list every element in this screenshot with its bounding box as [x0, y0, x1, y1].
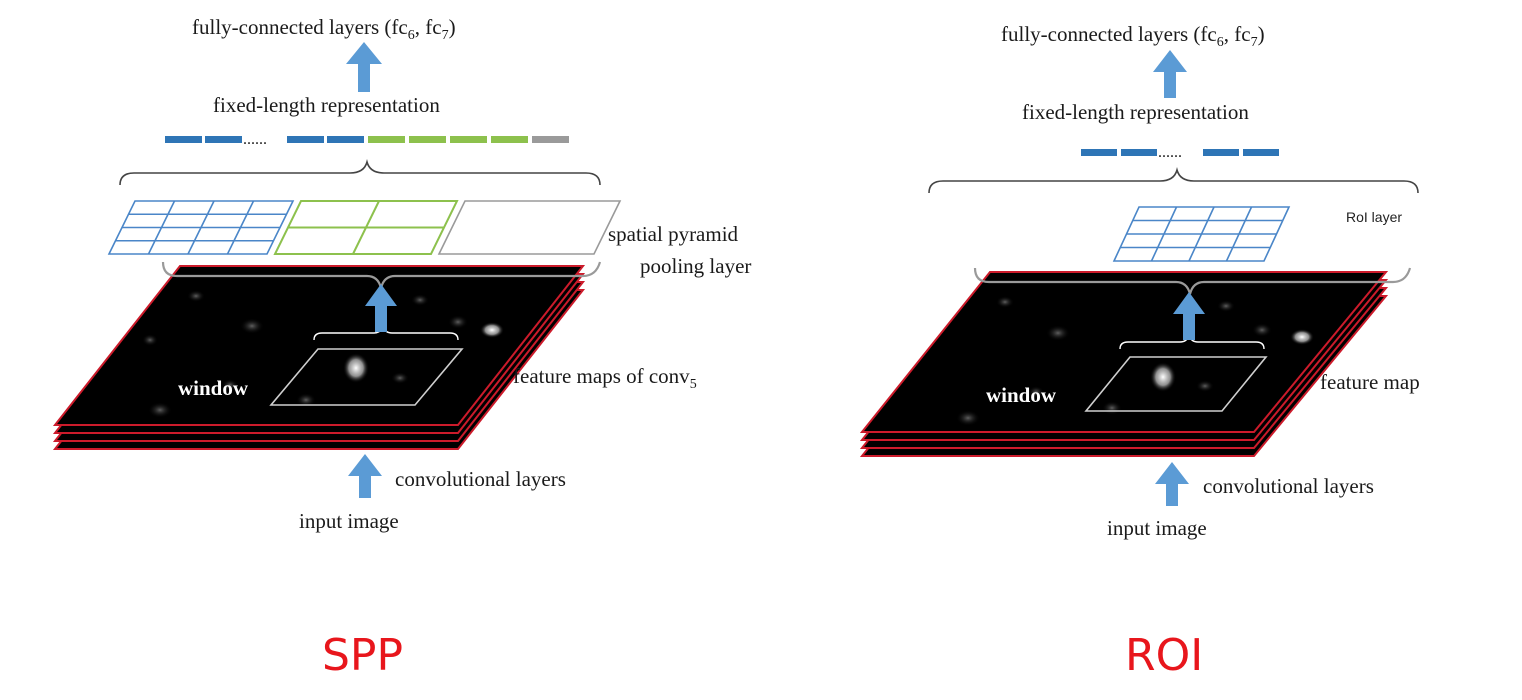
spp-fc-label: fully-connected layers (fc6, fc7) — [192, 15, 456, 43]
spp-feature-maps-label: feature maps of conv5 — [513, 364, 697, 392]
vector-ellipsis: ...... — [1158, 144, 1182, 161]
vector-cell — [368, 136, 405, 143]
spp-feature-map-stack — [52, 265, 586, 450]
vector-cell — [205, 136, 242, 143]
spp-grid-4x4 — [107, 200, 295, 255]
spp-top-feature-map — [52, 265, 586, 426]
roi-top-brace — [928, 166, 1419, 194]
vector-cell — [1243, 149, 1279, 156]
roi-panel: fully-connected layers (fc6, fc7) fixed-… — [859, 22, 1420, 681]
roi-grid-4x4 — [1112, 206, 1291, 262]
vector-cell — [491, 136, 528, 143]
vector-cell — [450, 136, 487, 143]
spp-top-brace — [119, 158, 601, 186]
spp-arrow-input-icon — [348, 454, 382, 498]
spp-caption: SPP — [322, 630, 403, 681]
roi-feature-map-stack — [859, 271, 1389, 457]
vector-cell — [1081, 149, 1117, 156]
roi-input-image-label: input image — [1107, 516, 1207, 540]
spp-grid-2x2 — [273, 200, 459, 255]
roi-conv-layers-label: convolutional layers — [1203, 474, 1374, 498]
spp-pooling-label-line2: pooling layer — [640, 254, 751, 278]
spp-pooling-label-line1: spatial pyramid — [608, 222, 739, 246]
roi-caption: ROI — [1125, 630, 1203, 681]
vector-cell — [165, 136, 202, 143]
vector-cell — [532, 136, 569, 143]
roi-fc-label: fully-connected layers (fc6, fc7) — [1001, 22, 1265, 50]
spp-conv-layers-label: convolutional layers — [395, 467, 566, 491]
roi-window-box — [1084, 356, 1268, 412]
roi-arrow-input-icon — [1155, 462, 1189, 506]
roi-arrow-to-fc-icon — [1153, 50, 1187, 98]
spp-window-label: window — [178, 376, 249, 400]
vector-cell — [409, 136, 446, 143]
vector-ellipsis: ...... — [243, 131, 267, 148]
roi-window-label: window — [986, 383, 1057, 407]
spp-arrow-window-to-pool-icon — [365, 284, 397, 332]
roi-top-feature-map — [859, 271, 1389, 433]
vector-cell — [1203, 149, 1239, 156]
spp-fixed-length-label: fixed-length representation — [213, 93, 440, 117]
spp-window-box — [269, 348, 464, 406]
roi-fixed-length-label: fixed-length representation — [1022, 100, 1249, 124]
spp-fixed-length-vector: ...... — [165, 131, 569, 148]
spp-arrow-to-fc-icon — [346, 42, 382, 92]
vector-cell — [1121, 149, 1157, 156]
vector-cell — [287, 136, 324, 143]
roi-layer-label: RoI layer — [1346, 209, 1402, 225]
spp-grid-1x1 — [437, 200, 622, 255]
spp-panel: fully-connected layers (fc6, fc7) fixed-… — [52, 15, 751, 681]
roi-arrow-window-to-pool-icon — [1173, 292, 1205, 340]
vector-cell — [327, 136, 364, 143]
roi-fixed-length-vector: ...... — [1081, 144, 1279, 161]
spp-input-image-label: input image — [299, 509, 399, 533]
roi-feature-map-label: feature map — [1320, 370, 1420, 394]
